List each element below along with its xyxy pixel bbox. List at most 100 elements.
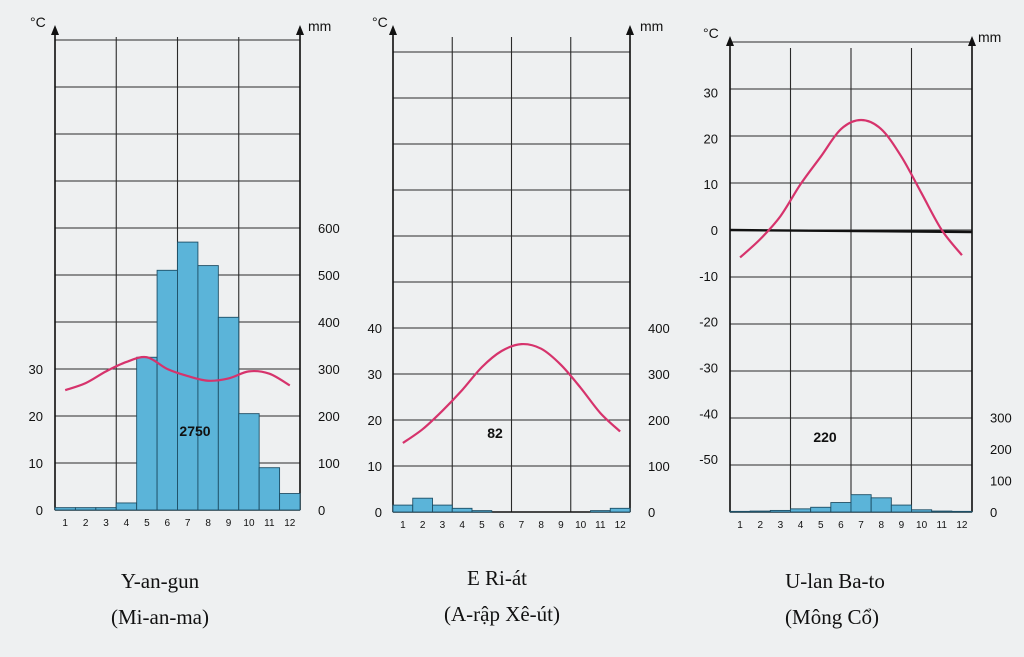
- month-label-2: 2: [83, 518, 89, 529]
- precip-bar-6: [156, 269, 178, 511]
- precip-bar-9: [890, 504, 912, 513]
- temp-tick-label: 10: [29, 456, 43, 471]
- month-label-8: 8: [878, 520, 884, 531]
- temp-tick-label: 20: [29, 409, 43, 424]
- precip-tick-label: 200: [990, 442, 1012, 457]
- temperature-axis-arrow: [51, 25, 59, 35]
- precip-bar-10: [238, 413, 260, 511]
- month-label-6: 6: [838, 520, 844, 531]
- precip-tick-label: 0: [648, 505, 655, 520]
- temperature-line: [739, 118, 963, 259]
- precip-tick-label: 300: [990, 411, 1012, 426]
- precip-bar-10: [911, 509, 933, 513]
- precip-tick-label: 500: [318, 268, 340, 283]
- month-label-6: 6: [165, 518, 171, 529]
- station-name-e-ri-at: E Ri-át: [467, 566, 527, 590]
- temp-tick-label: -30: [699, 360, 718, 375]
- precip-bar-12: [279, 493, 301, 511]
- precipitation-axis-arrow: [296, 25, 304, 35]
- temp-tick-label: 30: [704, 86, 718, 101]
- month-label-12: 12: [284, 518, 296, 529]
- precip-bar-3: [432, 504, 453, 513]
- country-name-mong-co: (Mông Cổ): [785, 605, 879, 629]
- precip-tick-label: 600: [318, 221, 340, 236]
- zero-degree-line: [729, 228, 973, 234]
- month-label-12: 12: [615, 520, 627, 531]
- precip-tick-label: 400: [648, 321, 670, 336]
- month-label-4: 4: [459, 520, 465, 531]
- month-label-7: 7: [185, 518, 191, 529]
- annual-precipitation-total: 82: [487, 425, 503, 441]
- month-label-11: 11: [937, 520, 948, 531]
- station-name-y-an-gun: Y-an-gun: [121, 569, 200, 593]
- month-label-1: 1: [737, 520, 743, 531]
- precip-bar-4: [790, 508, 812, 513]
- month-label-8: 8: [538, 520, 544, 531]
- month-label-1: 1: [400, 520, 406, 531]
- precip-bar-1: [54, 507, 76, 511]
- month-label-7: 7: [858, 520, 864, 531]
- precip-bar-9: [217, 316, 240, 511]
- precip-bar-11: [931, 510, 953, 513]
- precip-tick-label: 300: [318, 362, 340, 377]
- precip-tick-label: 0: [990, 505, 997, 520]
- temperature-unit-label: °C: [30, 14, 46, 30]
- month-label-9: 9: [558, 520, 564, 531]
- precip-bar-7: [850, 494, 872, 513]
- precipitation-unit-label: mm: [308, 18, 331, 34]
- annual-precipitation-total: 220: [813, 429, 837, 445]
- precip-bar-11: [258, 467, 281, 511]
- month-label-5: 5: [144, 518, 150, 529]
- temp-tick-label: 30: [368, 367, 382, 382]
- precip-bar-1: [392, 504, 414, 513]
- month-label-2: 2: [420, 520, 426, 531]
- precip-bar-8: [870, 497, 892, 513]
- precip-bar-5: [810, 506, 832, 513]
- month-label-12: 12: [956, 520, 968, 531]
- precip-bar-5: [136, 356, 158, 511]
- month-label-6: 6: [499, 520, 505, 531]
- precip-bar-8: [197, 265, 219, 511]
- country-name-a-rap-xe-ut: (A-rập Xê-út): [444, 602, 560, 626]
- station-name-u-lan-ba-to: U-lan Ba-to: [785, 569, 885, 593]
- precip-bar-5: [471, 510, 493, 513]
- precipitation-unit-label: mm: [640, 18, 663, 34]
- month-label-10: 10: [916, 520, 928, 531]
- month-label-8: 8: [205, 518, 211, 529]
- temp-tick-label: 10: [368, 459, 382, 474]
- precip-bar-3: [95, 507, 117, 511]
- month-label-3: 3: [440, 520, 446, 531]
- precip-tick-label: 100: [648, 459, 670, 474]
- temp-tick-label: 0: [711, 223, 718, 238]
- month-label-7: 7: [519, 520, 525, 531]
- month-label-5: 5: [479, 520, 485, 531]
- month-label-5: 5: [818, 520, 824, 531]
- month-label-2: 2: [757, 520, 763, 531]
- month-label-4: 4: [798, 520, 804, 531]
- temp-tick-label: -20: [699, 315, 718, 330]
- month-label-11: 11: [264, 518, 275, 529]
- precip-bar-2: [412, 497, 433, 513]
- temp-tick-label: -50: [699, 452, 718, 467]
- month-label-9: 9: [226, 518, 232, 529]
- precip-bar-12: [609, 507, 631, 513]
- annual-precipitation-total: 2750: [179, 423, 210, 439]
- month-label-3: 3: [778, 520, 784, 531]
- temp-tick-label: 40: [368, 321, 382, 336]
- precip-tick-label: 100: [990, 474, 1012, 489]
- temperature-axis-arrow: [726, 36, 734, 46]
- precip-bar-6: [830, 502, 852, 513]
- precipitation-unit-label: mm: [978, 29, 1001, 45]
- month-label-4: 4: [124, 518, 130, 529]
- temp-tick-label: -40: [699, 406, 718, 421]
- month-label-10: 10: [575, 520, 587, 531]
- precip-bar-11: [590, 510, 611, 513]
- temp-tick-label: -10: [699, 269, 718, 284]
- precip-bar-2: [74, 507, 97, 511]
- precip-bar-12: [951, 510, 973, 513]
- month-label-11: 11: [595, 520, 606, 531]
- precip-bar-4: [451, 507, 473, 513]
